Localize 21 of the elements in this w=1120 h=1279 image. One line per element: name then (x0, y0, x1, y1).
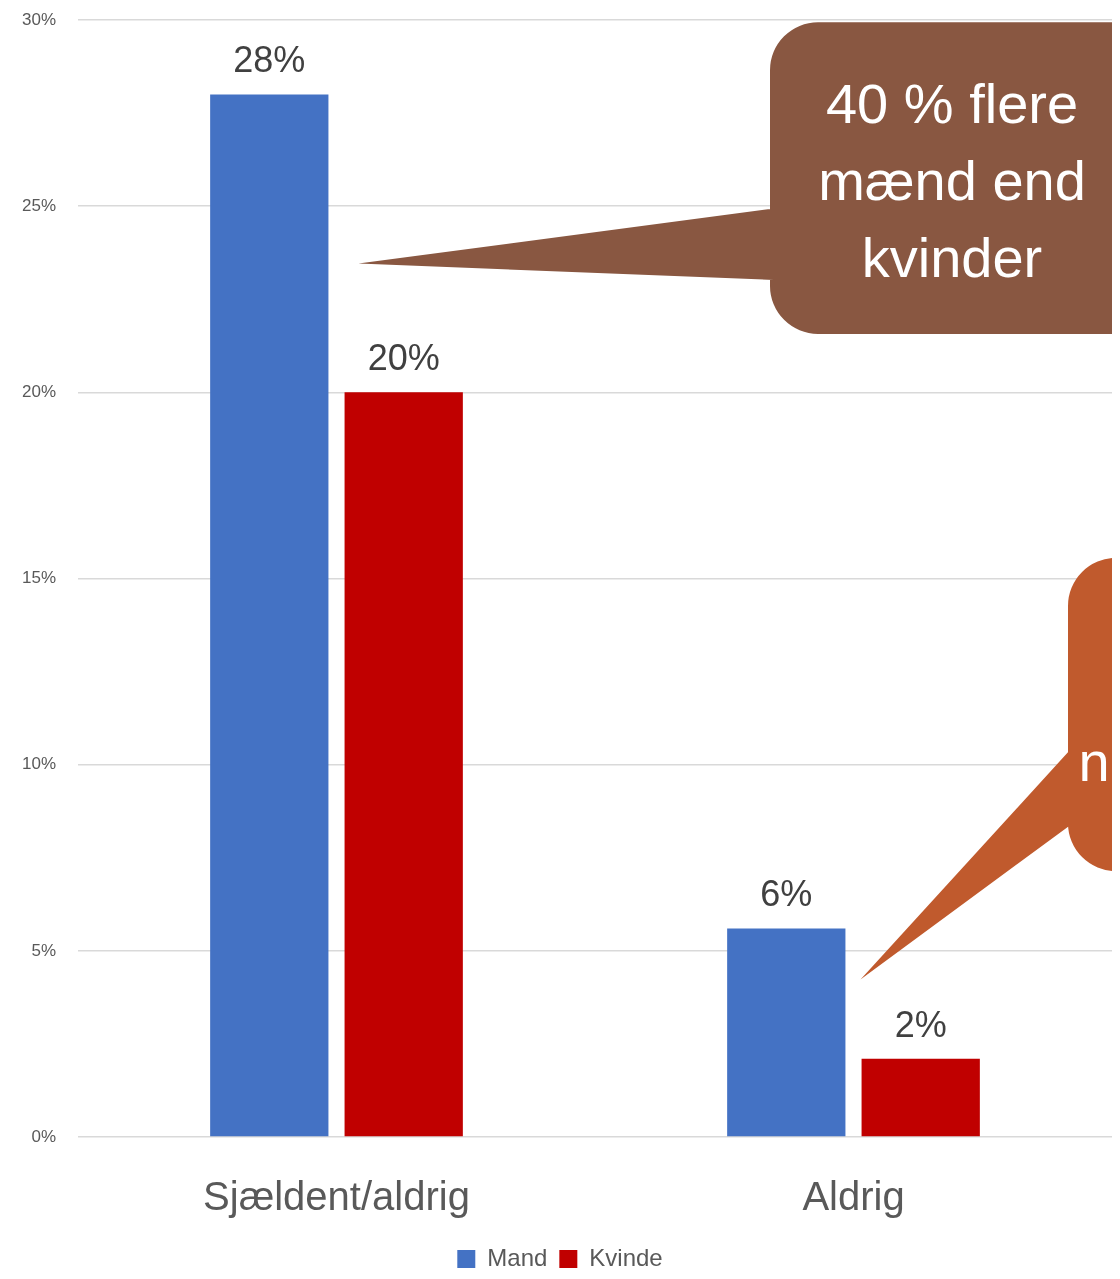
bar (344, 392, 463, 1137)
x-tick-label: Aldrig (802, 1174, 905, 1219)
data-label: 6% (760, 873, 813, 915)
y-tick-label: 0% (31, 1126, 56, 1146)
legend-label: Kvinde (589, 1243, 663, 1271)
annotation: 40 % flere mænd end kvinder (818, 70, 1086, 291)
x-tick-label: Sjældent/aldrig (203, 1174, 470, 1219)
data-label: 20% (367, 337, 440, 379)
bar (861, 1058, 980, 1137)
annotation: n (1078, 729, 1110, 796)
y-tick-label: 20% (21, 382, 56, 402)
bar (727, 928, 846, 1137)
y-tick-label: 30% (21, 9, 56, 29)
data-label: 2% (894, 1003, 947, 1045)
y-tick-label: 25% (21, 195, 56, 215)
legend-label: Mand (487, 1243, 548, 1271)
bar (210, 94, 329, 1137)
y-tick-label: 5% (31, 940, 56, 960)
y-tick-label: 10% (21, 754, 56, 774)
y-tick-label: 15% (21, 568, 56, 588)
data-label: 28% (233, 39, 306, 81)
